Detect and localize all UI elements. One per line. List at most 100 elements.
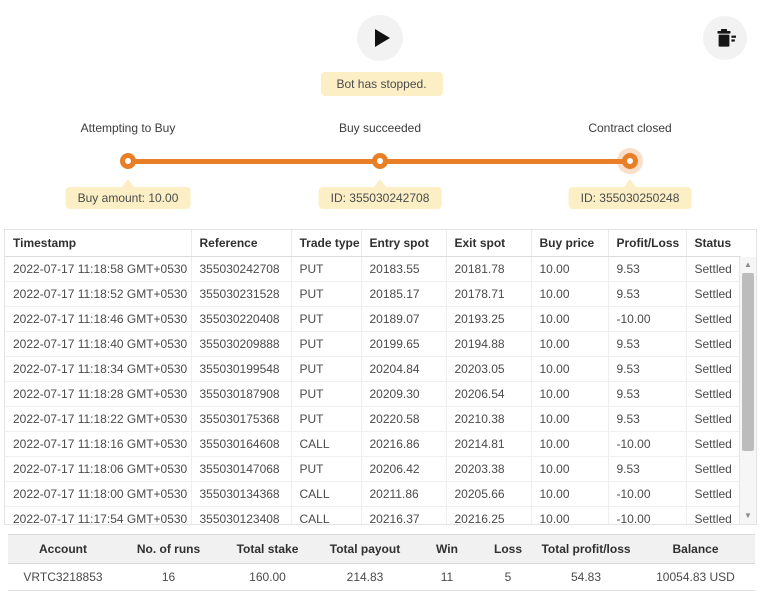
summary-header-loss: Loss [480, 534, 536, 564]
table-row[interactable]: 2022-07-17 11:18:34 GMT+0530 355030199548… [5, 356, 741, 382]
table-row[interactable]: 2022-07-17 11:18:52 GMT+0530 355030231528… [5, 281, 741, 307]
cell-profit-loss: 9.53 [608, 281, 687, 307]
cell-exit-spot: 20203.38 [446, 456, 532, 482]
column-header-status: Status [686, 230, 741, 257]
cell-exit-spot: 20206.54 [446, 381, 532, 407]
table-row[interactable]: 2022-07-17 11:18:06 GMT+0530 355030147068… [5, 456, 741, 482]
table-row[interactable]: 2022-07-17 11:18:28 GMT+0530 355030187908… [5, 381, 741, 407]
clear-log-button[interactable] [703, 16, 747, 60]
cell-trade-type: PUT [291, 356, 362, 382]
cell-trade-type: PUT [291, 281, 362, 307]
cell-buy-price: 10.00 [531, 506, 609, 524]
cell-reference: 355030123408 [191, 506, 292, 524]
summary-runs: 16 [118, 563, 219, 591]
cell-status: Settled [686, 331, 741, 357]
bot-stage-area: Bot has stopped. Attempting to Buy Buy s… [0, 0, 763, 229]
tooltip-arrow [121, 179, 135, 188]
cell-profit-loss: 9.53 [608, 406, 687, 432]
cell-buy-price: 10.00 [531, 456, 609, 482]
trash-icon [717, 29, 736, 47]
summary-header-runs: No. of runs [118, 534, 219, 564]
timeline-node-contract-closed [622, 153, 638, 169]
cell-entry-spot: 20216.37 [361, 506, 447, 524]
transactions-body: 2022-07-17 11:18:58 GMT+0530 355030242708… [5, 256, 741, 524]
cell-buy-price: 10.00 [531, 356, 609, 382]
cell-trade-type: PUT [291, 306, 362, 332]
table-row[interactable]: 2022-07-17 11:18:00 GMT+0530 355030134368… [5, 481, 741, 507]
cell-exit-spot: 20216.25 [446, 506, 532, 524]
cell-reference: 355030147068 [191, 456, 292, 482]
cell-status: Settled [686, 281, 741, 307]
summary-header-profit-loss: Total profit/loss [536, 534, 636, 564]
column-header-trade-type: Trade type [291, 230, 362, 257]
cell-entry-spot: 20183.55 [361, 256, 447, 282]
cell-timestamp: 2022-07-17 11:18:58 GMT+0530 [5, 256, 192, 282]
cell-trade-type: PUT [291, 406, 362, 432]
cell-timestamp: 2022-07-17 11:18:22 GMT+0530 [5, 406, 192, 432]
scrollbar-down-icon[interactable]: ▼ [744, 511, 752, 520]
cell-profit-loss: -10.00 [608, 506, 687, 524]
cell-timestamp: 2022-07-17 11:18:46 GMT+0530 [5, 306, 192, 332]
column-header-buy-price: Buy price [531, 230, 609, 257]
table-row[interactable]: 2022-07-17 11:18:46 GMT+0530 355030220408… [5, 306, 741, 332]
cell-profit-loss: -10.00 [608, 481, 687, 507]
column-header-profit-loss: Profit/Loss [608, 230, 687, 257]
column-header-entry-spot: Entry spot [361, 230, 447, 257]
stage-label-attempting-to-buy: Attempting to Buy [80, 121, 176, 135]
buy-amount-tooltip: Buy amount: 10.00 [65, 187, 191, 209]
table-row[interactable]: 2022-07-17 11:17:54 GMT+0530 355030123408… [5, 506, 741, 524]
stage-label-contract-closed: Contract closed [588, 121, 672, 135]
cell-profit-loss: 9.53 [608, 256, 687, 282]
summary-total-payout: 214.83 [316, 563, 414, 591]
contract-id-tooltip: ID: 355030250248 [568, 187, 692, 209]
cell-entry-spot: 20220.58 [361, 406, 447, 432]
cell-entry-spot: 20211.86 [361, 481, 447, 507]
cell-exit-spot: 20205.66 [446, 481, 532, 507]
summary-header-total-payout: Total payout [316, 534, 414, 564]
cell-entry-spot: 20204.84 [361, 356, 447, 382]
tooltip-arrow [373, 179, 387, 188]
table-row[interactable]: 2022-07-17 11:18:40 GMT+0530 355030209888… [5, 331, 741, 357]
transactions-header-row: Timestamp Reference Trade type Entry spo… [5, 230, 741, 257]
summary-header-balance: Balance [636, 534, 755, 564]
cell-status: Settled [686, 406, 741, 432]
cell-exit-spot: 20181.78 [446, 256, 532, 282]
transactions-table: Timestamp Reference Trade type Entry spo… [4, 229, 757, 525]
bot-status-notification: Bot has stopped. [320, 72, 443, 96]
cell-profit-loss: 9.53 [608, 456, 687, 482]
cell-reference: 355030231528 [191, 281, 292, 307]
stage-label-buy-succeeded: Buy succeeded [338, 121, 422, 135]
scrollbar-up-icon[interactable]: ▲ [744, 260, 752, 269]
buy-id-tooltip: ID: 355030242708 [318, 187, 442, 209]
summary-win: 11 [414, 563, 480, 591]
table-row[interactable]: 2022-07-17 11:18:16 GMT+0530 355030164608… [5, 431, 741, 457]
cell-timestamp: 2022-07-17 11:18:28 GMT+0530 [5, 381, 192, 407]
table-row[interactable]: 2022-07-17 11:18:58 GMT+0530 355030242708… [5, 256, 741, 282]
summary-header-win: Win [414, 534, 480, 564]
column-header-timestamp: Timestamp [5, 230, 192, 257]
cell-trade-type: CALL [291, 481, 362, 507]
cell-status: Settled [686, 431, 741, 457]
summary-loss: 5 [480, 563, 536, 591]
cell-reference: 355030220408 [191, 306, 292, 332]
table-scrollbar[interactable]: ▲ ▼ [739, 257, 756, 524]
cell-entry-spot: 20185.17 [361, 281, 447, 307]
column-header-reference: Reference [191, 230, 292, 257]
table-row[interactable]: 2022-07-17 11:18:22 GMT+0530 355030175368… [5, 406, 741, 432]
play-icon [375, 29, 390, 47]
scrollbar-thumb[interactable] [742, 273, 754, 451]
run-bot-button[interactable] [357, 15, 403, 61]
cell-status: Settled [686, 506, 741, 524]
summary-header-total-stake: Total stake [219, 534, 316, 564]
summary-panel: Account No. of runs Total stake Total pa… [8, 534, 755, 591]
cell-buy-price: 10.00 [531, 431, 609, 457]
cell-timestamp: 2022-07-17 11:18:00 GMT+0530 [5, 481, 192, 507]
cell-entry-spot: 20189.07 [361, 306, 447, 332]
cell-buy-price: 10.00 [531, 306, 609, 332]
cell-exit-spot: 20214.81 [446, 431, 532, 457]
cell-trade-type: PUT [291, 456, 362, 482]
cell-timestamp: 2022-07-17 11:18:16 GMT+0530 [5, 431, 192, 457]
cell-status: Settled [686, 356, 741, 382]
cell-trade-type: PUT [291, 381, 362, 407]
timeline-node-attempting-to-buy [120, 153, 136, 169]
